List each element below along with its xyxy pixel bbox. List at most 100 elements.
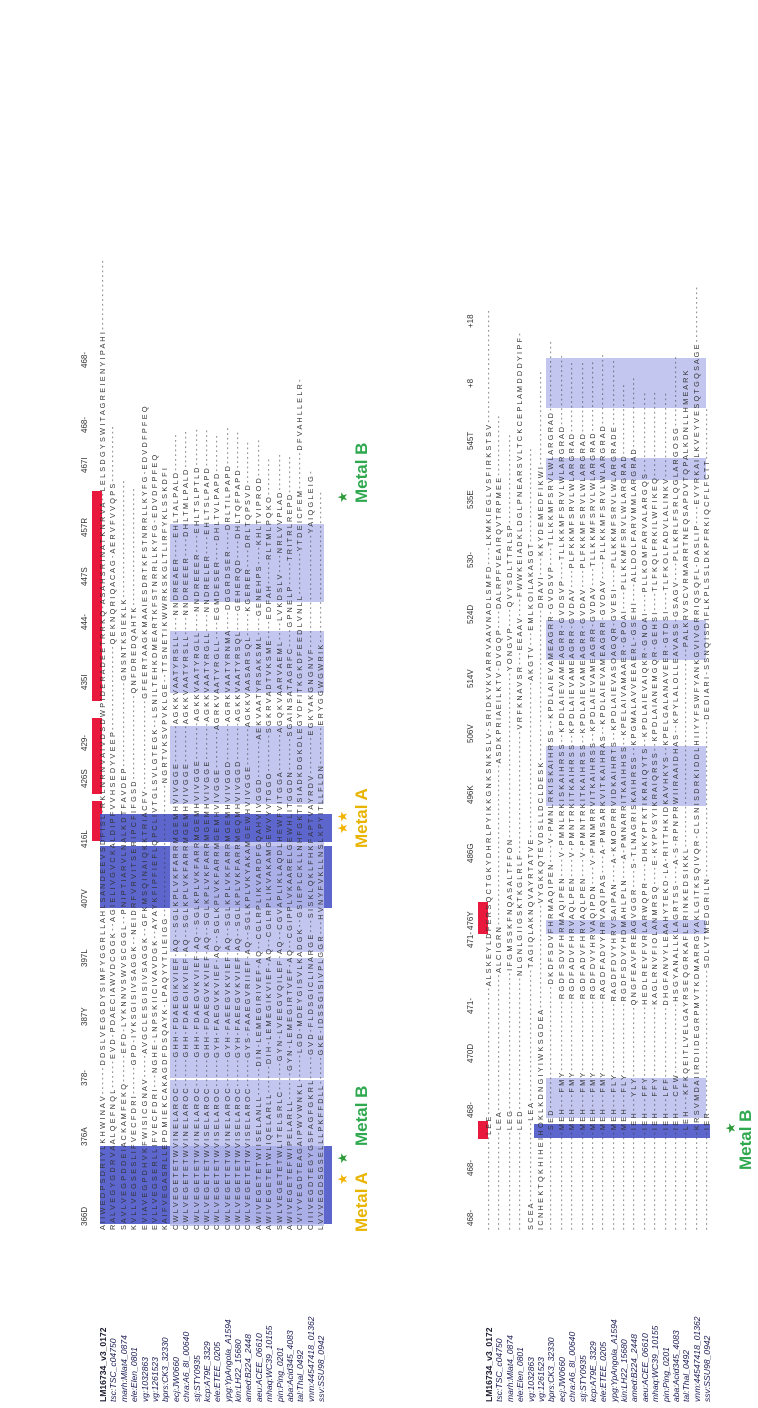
species-name: pin:Ping_0201	[274, 1347, 285, 1402]
species-name: tsc:TSC_c04750	[108, 1338, 119, 1402]
position-label: 447S	[80, 567, 89, 586]
sequence-row: C W L V E G E T E T W V I N E L A R O C …	[170, 434, 180, 1230]
species-name: vnm:44547418_01362	[305, 1316, 316, 1402]
sequence-row: A W I V E G E T E T W L I Q E L A R L L …	[264, 459, 274, 1230]
position-label: 444-	[80, 613, 89, 630]
species-name: kin:LH22_15680	[233, 1339, 244, 1402]
sequence-row: S A V L V E G P D D E I A C K A M F E K …	[118, 480, 128, 1230]
sequence-row: - - - - - - - - - - - - - - - - - - - - …	[546, 341, 556, 1230]
species-name: vg:1032863	[139, 1357, 150, 1402]
position-label: 524D	[466, 604, 475, 624]
species-name: ele:ETEE_0205	[212, 1341, 223, 1402]
sequence-row: - - - - - - - - - - - - - - - - - - - - …	[629, 377, 639, 1230]
sequence-row: E V L L V E G S E R L L I F V E C F D R …	[149, 454, 159, 1230]
sequence-row: A W I V E G E T E T W I I S E L A N L L …	[253, 439, 263, 1230]
position-label: 457R	[80, 517, 89, 537]
species-name: ecj:JW0660	[556, 1357, 567, 1402]
species-name: ssv:SSU98_0942	[316, 1335, 327, 1402]
species-name: stj:STY0935	[191, 1355, 202, 1402]
position-label: 470D	[466, 1043, 475, 1063]
species-name: amed:B224_2448	[629, 1334, 640, 1402]
species-name: marh:Mlat4_0874	[504, 1335, 515, 1402]
sequence-row: S C E A - - - - - - - - - - - - - - - - …	[525, 448, 535, 1230]
position-label: 535E	[466, 490, 475, 509]
sequence-row: A W I V E G E T E F W I P E L A R L L - …	[285, 456, 295, 1230]
species-name: mhaq:WC39_10155	[650, 1325, 661, 1402]
position-label: 366D	[80, 1206, 89, 1226]
sequence-row: A I I W E D P S D R I Y L K H W I N A V …	[98, 260, 107, 1230]
species-name: mhaq:WC39_10155	[264, 1325, 275, 1402]
metal-b-label: Metal B	[352, 1085, 371, 1146]
species-name: vnm:44547418_01362	[691, 1316, 702, 1402]
sequence-row: - - - - - - - - - - - - - - - - - - - - …	[587, 361, 597, 1230]
species-name: tal:Thal_0492	[295, 1349, 306, 1402]
sequence-row: - - - - - - - - - - - - - - - - - - - - …	[494, 415, 504, 1230]
position-label: 496K	[466, 785, 475, 804]
species-name: chra:A6_8I_00640	[181, 1331, 192, 1402]
sequence-row: - - - - - - - - - - - - - - - - - - - - …	[619, 384, 629, 1230]
species-name: tal:Thal_0492	[681, 1349, 692, 1402]
sequence-row: C W L V E G E T E T W V I S E L A R O C …	[201, 430, 211, 1230]
metal-a-label: Metal A	[352, 1172, 371, 1232]
sequence-row: C W L V E G E T E T W V I N E L A R O C …	[191, 429, 201, 1230]
sequence-row: L V V V E G D S G S E L L L P K F F D L …	[316, 492, 326, 1230]
species-name: aeu:ACEE_06610	[253, 1333, 264, 1402]
position-label: 506V	[466, 724, 475, 743]
position-label: 468-	[466, 1101, 475, 1118]
sequence-row: I C N H E K T Q K H I H E I H O K L K D …	[535, 371, 545, 1230]
position-label: +8	[466, 378, 475, 388]
sequence-row: C W L V E G E T E T W V I N E L A R O C …	[222, 427, 232, 1230]
sequence-row: - - - - - - - - - - - - - - - - - - - - …	[556, 355, 566, 1230]
sequences-2: - - - - - - - - - - - - - - - - - - - - …	[484, 20, 713, 1230]
position-label: 468-	[466, 1159, 475, 1176]
sequence-row: - - - - - - - - - - - - - - - - - - - - …	[504, 434, 514, 1230]
species-name: kcp:A79E_3329	[201, 1341, 212, 1402]
species-name: aba:Acid345_4083	[671, 1330, 682, 1402]
species-name: vg:1032863	[525, 1357, 536, 1402]
species-name: LM16734_v3_0172	[484, 1327, 494, 1402]
position-label: 387Y	[80, 1007, 89, 1026]
species-name: pin:Ping_0201	[660, 1347, 671, 1402]
metal-b-label: Metal B	[736, 1109, 755, 1170]
species-name: ele:ETEE_0205	[598, 1341, 609, 1402]
species-name: ssv:SSU98_0942	[702, 1335, 713, 1402]
species-name: ypg:YpAngola_A1594	[608, 1319, 619, 1402]
species-name: vg:1261523	[535, 1357, 546, 1402]
sequence-row: - - - - - - - - - - - - - - - - - - - - …	[639, 393, 649, 1230]
sequence-row: - - - - - - - - - - - - - - - - - - - - …	[650, 392, 660, 1230]
sequence-row: - - - - - - - - - - - - - - - - - - - - …	[567, 362, 577, 1230]
position-label: 416L	[80, 830, 89, 848]
sequence-row: S W L V E G E T E T W L I T E L S R L C …	[274, 454, 284, 1231]
species-name: chra:A6_8I_00640	[567, 1331, 578, 1402]
sequence-row: C W L V E G E T E T W V I N E L A R O C …	[181, 431, 191, 1231]
species-name: bprs:CK3_32330	[546, 1337, 557, 1403]
sequence-row: C V I Y V E G D T E A G A I P W V W N K …	[295, 379, 305, 1230]
sequence-row: E V I A V E G P D H V K F W I S I C G N …	[139, 406, 149, 1230]
species-name: ecj:JW0660	[170, 1357, 181, 1402]
metal-a-label: Metal A	[352, 788, 371, 848]
star-icon: ★	[335, 1152, 350, 1164]
position-label: 378-	[80, 1069, 89, 1086]
species-name: stj:STY0935	[577, 1355, 588, 1402]
position-label: 426S	[80, 769, 89, 788]
position-label: 407V	[80, 889, 89, 908]
position-label: 468-	[80, 416, 89, 433]
sequence-row: K A I F V E G A S R L L E P D M I E K C …	[160, 467, 170, 1230]
sequence-row: - - - - - - - - - - - - - - - - - - - - …	[484, 310, 493, 1231]
species-name: ypg:YpAngola_A1594	[222, 1319, 233, 1402]
species-names-2: LM16734_v3_0172 tsc:TSC_c04750 marh:Mlat4_…	[484, 1237, 713, 1402]
species-names-1: LM16734_v3_0172 tsc:TSC_c04750 marh:Mlat4_…	[98, 1237, 327, 1402]
species-name: tsc:TSC_c04750	[494, 1338, 505, 1402]
species-name: marh:Mlat4_0874	[118, 1335, 129, 1402]
species-name: ele:Elen_0801	[515, 1347, 526, 1402]
position-label: 471-	[466, 997, 475, 1014]
position-label: 476Y	[466, 911, 475, 930]
position-label: +18	[466, 314, 475, 328]
sequence-row: - - - - - - - - - - - - - - - - - - - - …	[598, 354, 608, 1230]
species-name: ele:Elen_0801	[129, 1347, 140, 1402]
sequence-row: C W L V E G E T E T W V I S E L A R O C …	[212, 435, 222, 1230]
sequence-row: - - - - - - - - - - - - - - - - - - - - …	[702, 408, 712, 1230]
species-name: vg:1261523	[149, 1357, 160, 1402]
position-label: 435I	[80, 674, 89, 690]
